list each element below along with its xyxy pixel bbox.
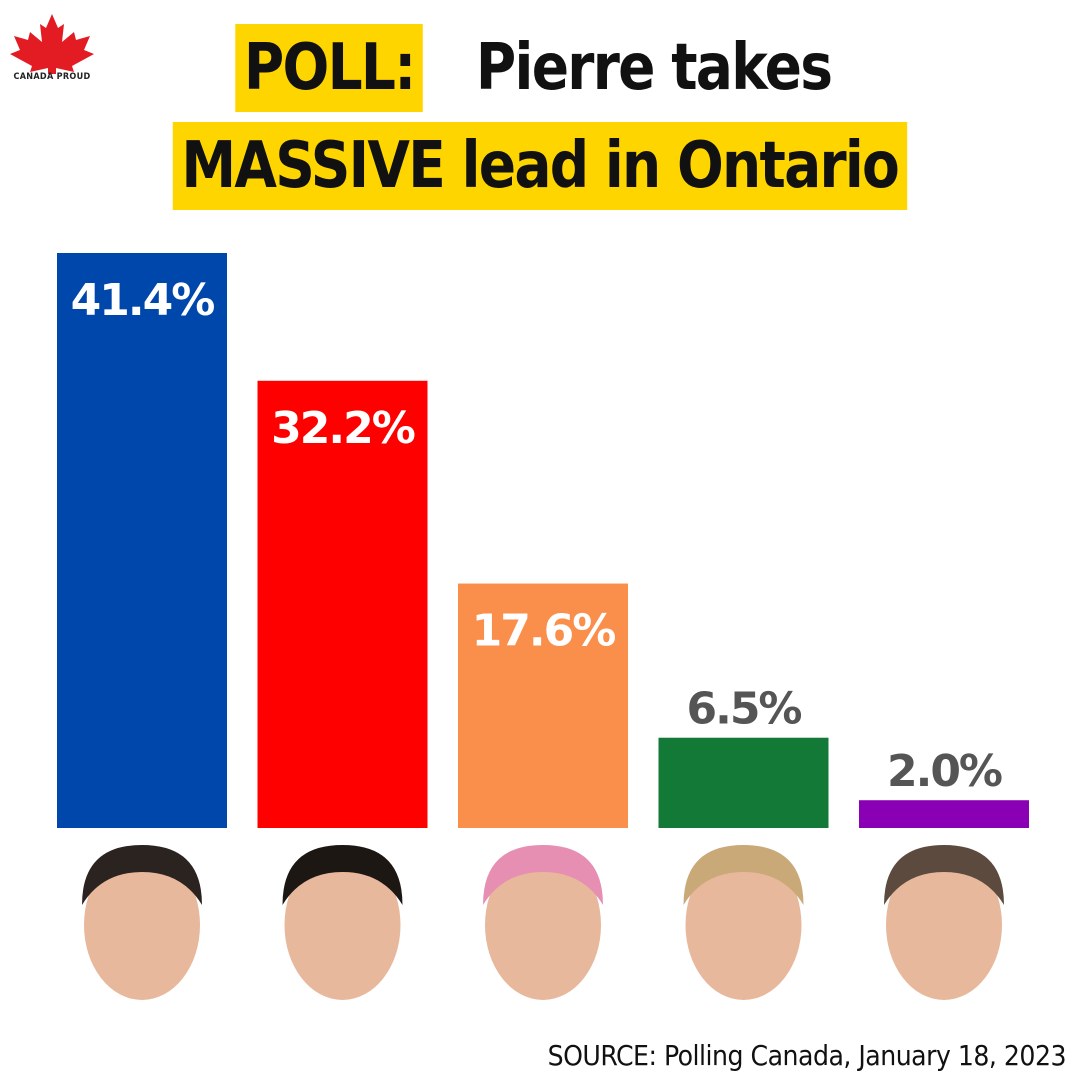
headline-line-1: POLL: Pierre takes: [0, 20, 1080, 116]
bar-4: [658, 737, 829, 828]
bar-value-label-5: 2.0%: [887, 746, 1002, 797]
bar-value-label-4: 6.5%: [686, 684, 801, 735]
bar-2: [257, 380, 428, 828]
headline-rest: Pierre takes: [475, 31, 833, 105]
candidate-portrait-1: [82, 845, 202, 1000]
canada-proud-logo: CANADA PROUD: [6, 12, 98, 90]
headline-line-2: MASSIVE lead in Ontario: [0, 118, 1080, 214]
bar-3: [458, 583, 628, 828]
headline: POLL: Pierre takes MASSIVE lead in Ontari…: [0, 20, 1080, 214]
headline-highlight-poll: POLL:: [235, 24, 424, 112]
source-note: SOURCE: Polling Canada, January 18, 2023: [547, 1039, 1067, 1072]
candidate-portrait-4: [683, 845, 804, 1000]
bar-value-label-3: 17.6%: [472, 606, 616, 657]
bar-value-label-2: 32.2%: [271, 403, 415, 454]
maple-leaf-icon: [10, 14, 94, 74]
candidate-portrait-5: [884, 845, 1004, 1000]
logo-text: CANADA PROUD: [13, 72, 91, 82]
bar-value-label-1: 41.4%: [71, 275, 215, 326]
bar-5: [859, 800, 1029, 828]
candidate-portrait-2: [282, 845, 403, 1000]
headline-highlight-massive: MASSIVE lead in Ontario: [172, 122, 908, 210]
bar-1: [57, 253, 227, 828]
candidate-portrait-3: [483, 845, 603, 1000]
